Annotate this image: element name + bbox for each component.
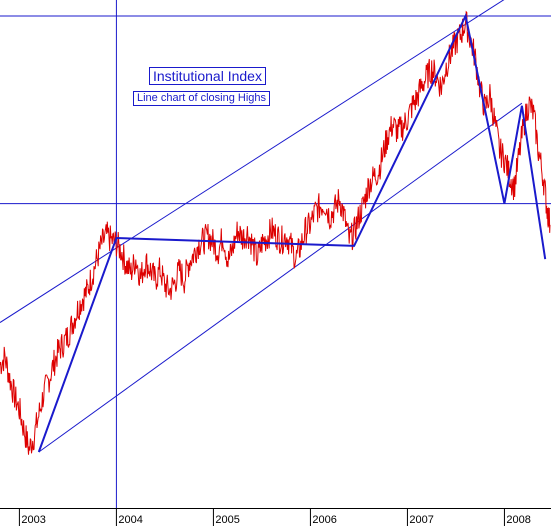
x-axis: 2003 2004 2005 2006 2007 2008: [0, 508, 551, 526]
x-tick-label: 2008: [506, 514, 530, 526]
x-tick-label: 2004: [118, 514, 142, 526]
x-tick-label: 2006: [312, 514, 336, 526]
x-tick-label: 2005: [215, 514, 239, 526]
zigzag-line: [37, 12, 547, 453]
chart-title: Institutional Index: [149, 67, 266, 85]
x-tick-label: 2003: [21, 514, 45, 526]
chart-subtitle: Line chart of closing Highs: [133, 91, 271, 106]
price-line: [0, 10, 551, 455]
channel-trendline: [0, 0, 505, 323]
price-series: [0, 10, 551, 455]
zigzag-series: [37, 12, 547, 453]
trendlines: [0, 0, 523, 453]
x-tick-label: 2007: [409, 514, 433, 526]
channel-trendline: [38, 102, 523, 453]
